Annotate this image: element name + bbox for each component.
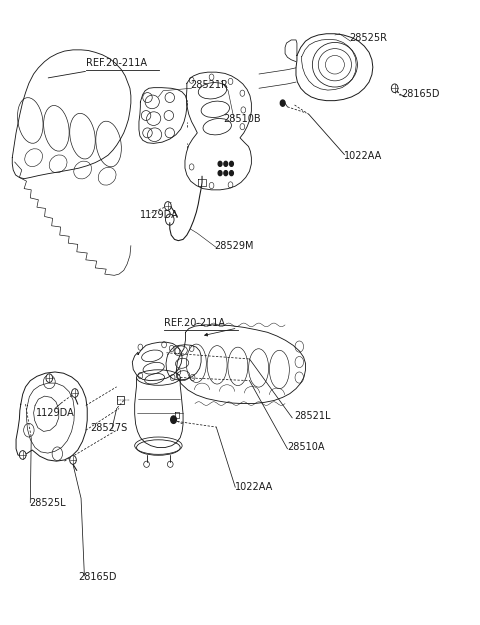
Circle shape	[228, 78, 233, 84]
Circle shape	[138, 344, 143, 350]
Circle shape	[209, 74, 214, 80]
Text: 28521R: 28521R	[190, 79, 228, 89]
Circle shape	[224, 171, 228, 176]
Text: 1129DA: 1129DA	[140, 209, 179, 219]
Circle shape	[209, 182, 214, 189]
Circle shape	[280, 100, 285, 106]
Circle shape	[228, 182, 233, 188]
Text: 28510B: 28510B	[223, 114, 261, 124]
Circle shape	[72, 389, 78, 398]
Text: 1022AA: 1022AA	[344, 151, 383, 161]
Text: 28165D: 28165D	[401, 89, 440, 99]
Circle shape	[175, 348, 180, 354]
Circle shape	[240, 124, 245, 130]
Circle shape	[391, 84, 398, 92]
Circle shape	[171, 416, 177, 423]
Text: 28527S: 28527S	[91, 423, 128, 433]
Circle shape	[189, 77, 194, 83]
Circle shape	[218, 161, 222, 166]
Circle shape	[241, 107, 246, 113]
Circle shape	[19, 451, 26, 459]
Circle shape	[176, 369, 180, 375]
Text: 1129DA: 1129DA	[36, 408, 75, 418]
Circle shape	[229, 171, 233, 176]
Text: 28525R: 28525R	[349, 33, 387, 43]
Circle shape	[240, 90, 245, 96]
Text: REF.20-211A: REF.20-211A	[164, 318, 225, 328]
Circle shape	[162, 342, 167, 348]
Circle shape	[70, 456, 76, 464]
Circle shape	[229, 161, 233, 166]
Text: 28510A: 28510A	[288, 442, 325, 452]
Text: 28521L: 28521L	[295, 411, 331, 421]
Text: 28525L: 28525L	[29, 498, 65, 508]
Circle shape	[189, 164, 194, 170]
Circle shape	[224, 161, 228, 166]
Circle shape	[218, 171, 222, 176]
Text: 28165D: 28165D	[79, 572, 117, 582]
Text: REF.20-211A: REF.20-211A	[86, 58, 147, 68]
Text: 28529M: 28529M	[214, 241, 253, 251]
Text: 1022AA: 1022AA	[235, 482, 274, 492]
Circle shape	[138, 372, 143, 379]
Circle shape	[165, 202, 171, 210]
Circle shape	[46, 374, 53, 382]
